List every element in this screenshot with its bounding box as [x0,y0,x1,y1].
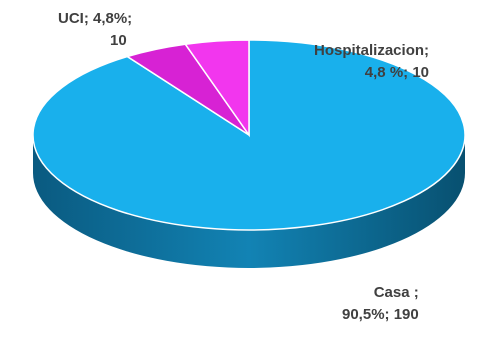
data-label-casa-line2: 90,5%; 190 [342,306,419,323]
data-label-hospitalizacion-line1: Hospitalizacion; [314,42,430,59]
data-label-hospitalizacion-line2: 4,8 %; 10 [364,64,430,81]
data-label-casa: Casa ; 90,5%; 190 [342,282,419,326]
data-label-uci: UCI; 4,8%; 10 [58,8,132,52]
pie-slice-hospitalizacion [184,39,250,138]
data-label-casa-line1: Casa ; [373,284,419,301]
pie-slice-casa-side [33,135,465,268]
data-label-uci-line1: UCI; 4,8%; [58,10,133,27]
data-label-uci-line2: 10 [110,32,127,49]
data-label-hospitalizacion: Hospitalizacion; 4,8 %; 10 [314,40,429,84]
